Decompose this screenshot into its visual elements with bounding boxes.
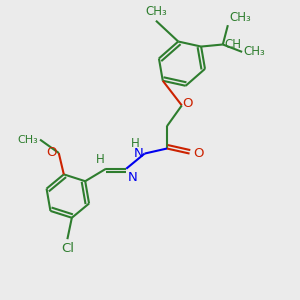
Text: CH₃: CH₃ bbox=[145, 5, 167, 18]
Text: N: N bbox=[128, 171, 137, 184]
Text: O: O bbox=[182, 98, 193, 110]
Text: CH₃: CH₃ bbox=[230, 11, 251, 24]
Text: H: H bbox=[131, 137, 140, 150]
Text: O: O bbox=[193, 147, 204, 160]
Text: CH: CH bbox=[224, 38, 241, 51]
Text: CH₃: CH₃ bbox=[244, 45, 266, 58]
Text: CH₃: CH₃ bbox=[18, 135, 38, 145]
Text: O: O bbox=[46, 146, 56, 160]
Text: H: H bbox=[96, 153, 104, 166]
Text: Cl: Cl bbox=[61, 242, 74, 255]
Text: N: N bbox=[134, 147, 143, 160]
